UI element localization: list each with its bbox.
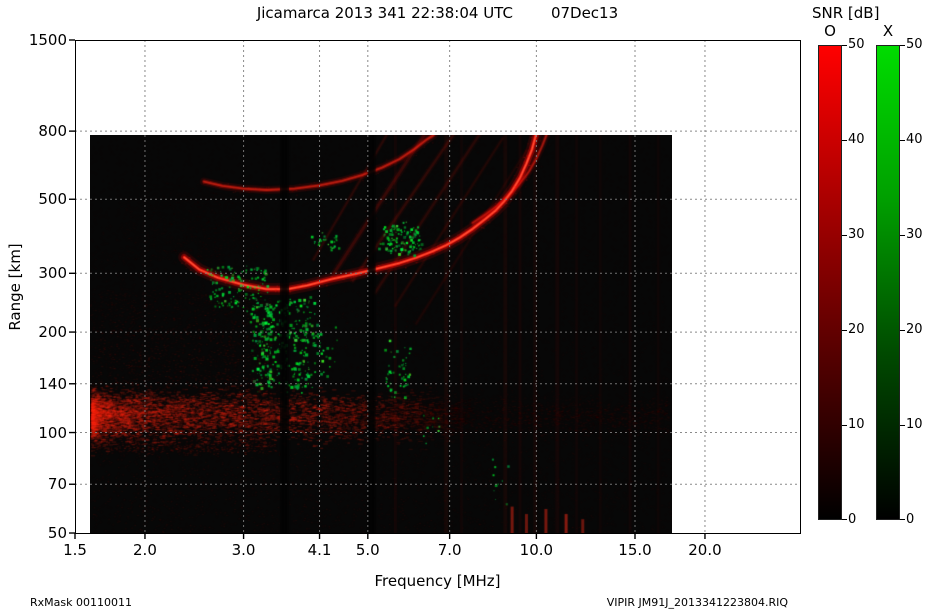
y-tick-label: 300: [38, 264, 67, 283]
chart-title-row: Jicamarca 2013 341 22:38:04 UTC 07Dec13: [75, 4, 800, 22]
x-tick-label: 20.0: [688, 541, 722, 559]
colorbar-tick-label: 0: [848, 512, 857, 527]
chart-date: 07Dec13: [550, 4, 619, 22]
x-tick-label: 1.5: [63, 541, 87, 559]
x-tick-label: 4.1: [307, 541, 332, 559]
y-tick-label: 200: [38, 323, 67, 342]
colorbar-mode-label: X: [882, 22, 894, 40]
chart-title: Jicamarca 2013 341 22:38:04 UTC: [256, 4, 513, 22]
colorbar-tick-label: 10: [848, 417, 865, 432]
y-axis-title: Range [km]: [6, 243, 24, 331]
colorbar-x: X 0 10 20 30 40 50: [876, 22, 923, 527]
colorbar-tick-mark: [842, 45, 847, 46]
colorbar-tick-mark: [842, 519, 847, 520]
colorbar-tick-mark: [900, 425, 905, 426]
x-tick-label: 2.0: [133, 541, 157, 559]
colorbar-tick-label: 40: [848, 132, 865, 147]
colorbar-tick-mark: [900, 45, 905, 46]
colorbar-tick-label: 10: [906, 417, 923, 432]
y-tick-label: 1500: [28, 31, 67, 49]
colorbar-tick-mark: [900, 519, 905, 520]
snr-colorbar-title: SNR [dB]: [812, 4, 880, 22]
x-tick-label: 10.0: [519, 541, 554, 559]
colorbar-gradient: [876, 45, 900, 520]
rxmask-label: RxMask 00110011: [30, 596, 132, 609]
colorbar-gradient: [818, 45, 842, 520]
colorbar-tick-mark: [900, 140, 905, 141]
colorbar-tick-label: 30: [906, 227, 923, 242]
filename-label: VIPIR JM91J_2013341223804.RIQ: [606, 596, 788, 609]
colorbar-tick-mark: [900, 235, 905, 236]
colorbar-tick-label: 20: [848, 322, 865, 337]
ionogram-canvas: [90, 135, 672, 533]
colorbar-tick-mark: [842, 330, 847, 331]
colorbar-tick-mark: [842, 140, 847, 141]
colorbar-mode-label: O: [824, 22, 836, 40]
y-tick-label: 140: [38, 374, 67, 393]
x-tick-label: 5.0: [355, 541, 380, 559]
colorbar-tick-label: 40: [906, 132, 923, 147]
colorbar-o: O 0 10 20 30 40 50: [818, 22, 865, 527]
colorbar-tick-mark: [842, 235, 847, 236]
colorbar-tick-label: 20: [906, 322, 923, 337]
y-tick-label: 800: [38, 122, 67, 141]
y-tick-label: 500: [38, 190, 67, 209]
x-tick-label: 3.0: [231, 541, 256, 559]
colorbar-tick-label: 30: [848, 227, 865, 242]
x-tick-label: 15.0: [618, 541, 652, 559]
colorbar-tick-label: 0: [906, 512, 915, 527]
colorbar-tick-mark: [900, 330, 905, 331]
x-tick-label: 7.0: [437, 541, 462, 559]
colorbar-tick-mark: [842, 425, 847, 426]
colorbar-tick-label: 50: [906, 37, 923, 52]
y-tick-label: 50: [47, 524, 67, 543]
x-axis-title: Frequency [MHz]: [374, 572, 501, 590]
y-tick-label: 70: [47, 475, 67, 494]
colorbar-tick-label: 50: [848, 37, 865, 52]
y-tick-label: 100: [38, 423, 67, 442]
